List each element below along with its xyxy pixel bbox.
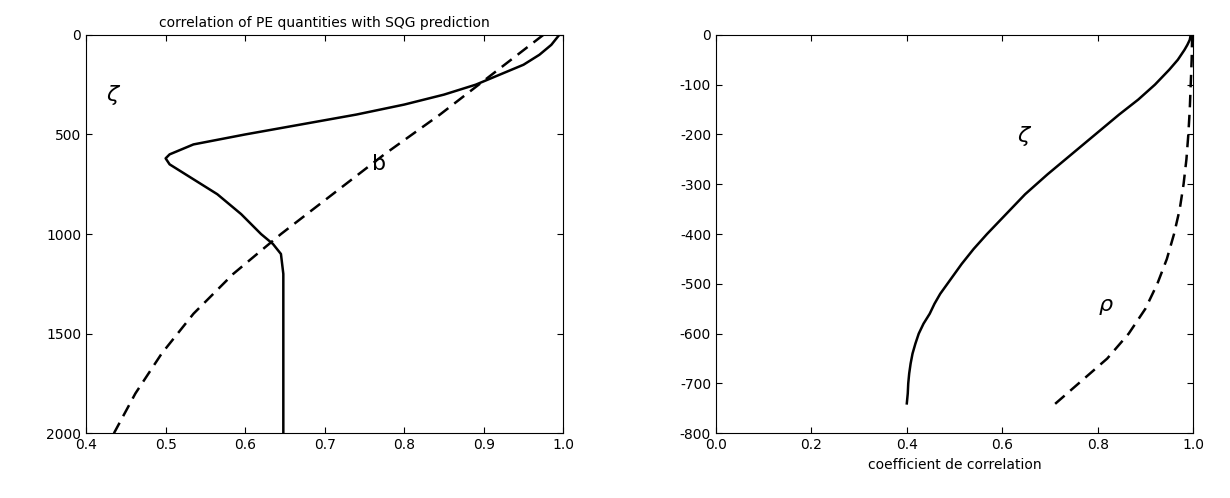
Text: $\zeta$: $\zeta$ [1016, 124, 1032, 148]
Text: $\rho$: $\rho$ [1097, 297, 1113, 317]
Text: b: b [373, 154, 386, 174]
Title: correlation of PE quantities with SQG prediction: correlation of PE quantities with SQG pr… [160, 15, 490, 29]
X-axis label: coefficient de correlation: coefficient de correlation [867, 458, 1042, 472]
Text: $\zeta$: $\zeta$ [106, 83, 122, 107]
